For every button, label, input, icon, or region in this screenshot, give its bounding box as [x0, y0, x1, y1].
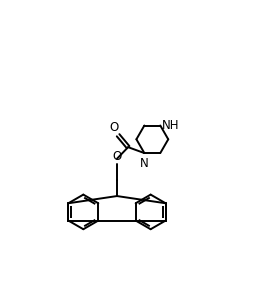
Text: O: O — [112, 150, 122, 163]
Text: NH: NH — [162, 118, 180, 131]
Text: O: O — [110, 121, 119, 134]
Text: N: N — [140, 157, 149, 170]
